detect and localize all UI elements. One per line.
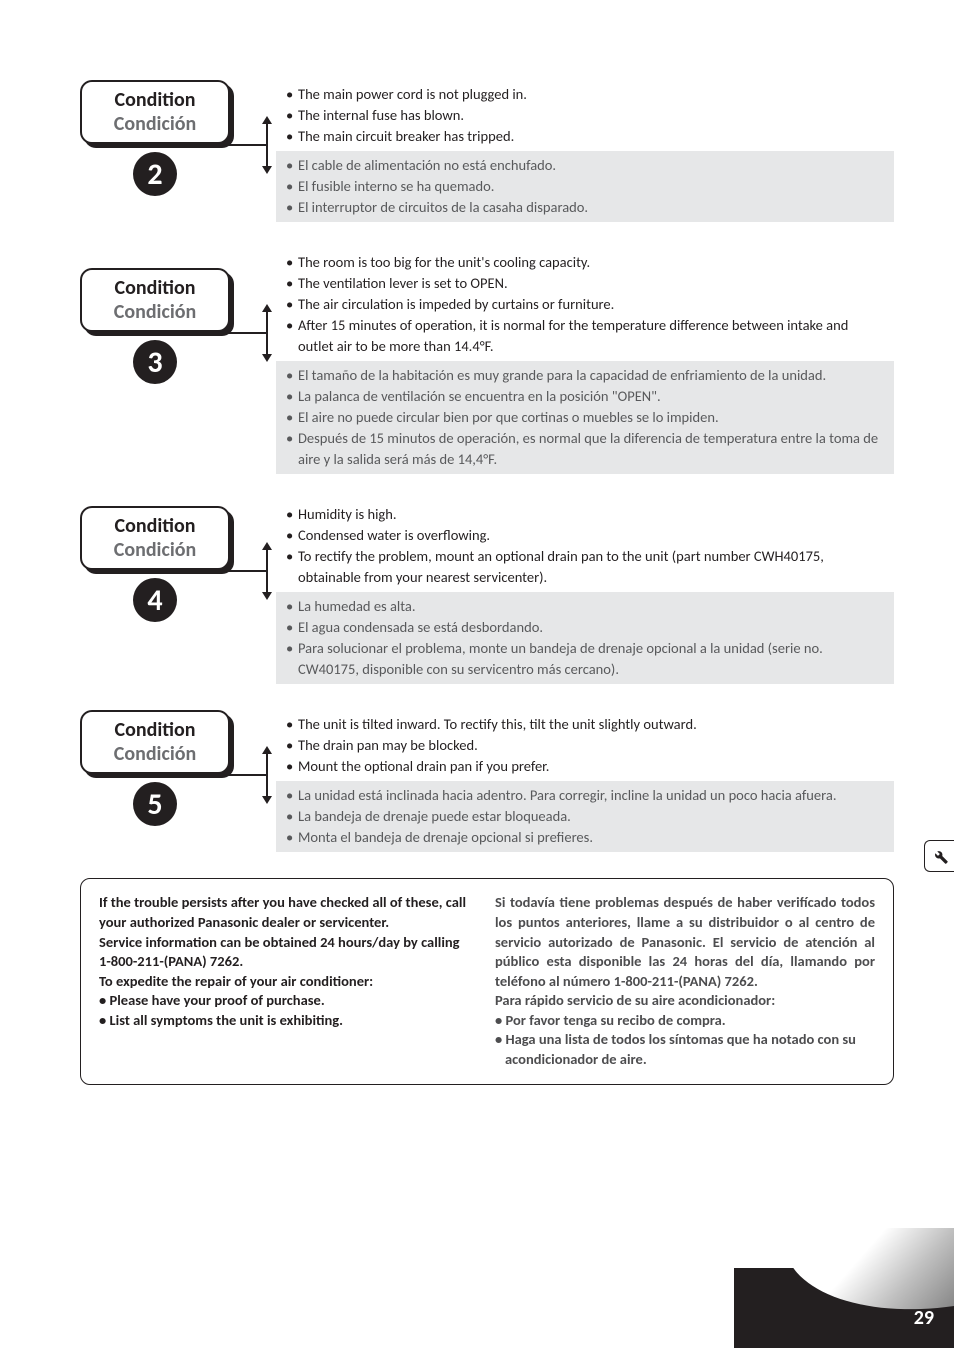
- bullet: To rectify the problem, mount an optiona…: [286, 546, 884, 588]
- condition-block-2: Condition Condición 2 The main power cor…: [80, 80, 894, 222]
- condition-badge: Condition Condición 3: [80, 268, 230, 384]
- footer-bullet: • List all symptoms the unit is exhibiti…: [99, 1011, 479, 1031]
- bullet: The ventilation lever is set to OPEN.: [286, 273, 884, 294]
- side-tab-icon: [924, 840, 954, 872]
- footer-text: Para rápido servicio de su aire acondici…: [495, 991, 875, 1011]
- footer-english: If the trouble persists after you have c…: [99, 893, 479, 1069]
- footer-box: If the trouble persists after you have c…: [80, 878, 894, 1084]
- bullet: Mount the optional drain pan if you pref…: [286, 756, 884, 777]
- badge-title-es: Condición: [90, 300, 220, 324]
- bullets-en: The unit is tilted inward. To rectify th…: [276, 710, 894, 781]
- badge-title-es: Condición: [90, 538, 220, 562]
- footer-spanish: Si todavía tiene problemas después de ha…: [495, 893, 875, 1069]
- bullet: La humedad es alta.: [286, 596, 884, 617]
- footer-text: Si todavía tiene problemas después de ha…: [495, 893, 875, 991]
- bullet: The main circuit breaker has tripped.: [286, 126, 884, 147]
- bullet: Después de 15 minutos de operación, es n…: [286, 428, 884, 470]
- bullets-en: The room is too big for the unit's cooli…: [276, 248, 894, 361]
- condition-block-3: Condition Condición 3 The room is too bi…: [80, 248, 894, 474]
- wrench-icon: [931, 847, 949, 865]
- badge-title-en: Condition: [90, 514, 220, 538]
- bullet: Monta el bandeja de drenaje opcional si …: [286, 827, 884, 848]
- bullet: The drain pan may be blocked.: [286, 735, 884, 756]
- bullets-en: Humidity is high. Condensed water is ove…: [276, 500, 894, 592]
- bullet: El agua condensada se está desbordando.: [286, 617, 884, 638]
- page-number: 29: [914, 1306, 934, 1330]
- badge-title-en: Condition: [90, 88, 220, 112]
- bullet: La unidad está inclinada hacia adentro. …: [286, 785, 884, 806]
- bullet: El interruptor de circuitos de la casaha…: [286, 197, 884, 218]
- bullet: El fusible interno se ha quemado.: [286, 176, 884, 197]
- page-corner: [734, 1228, 954, 1348]
- footer-phone: 1-800-211-(PANA) 7262.: [99, 952, 479, 972]
- bullets-es: El cable de alimentación no está enchufa…: [276, 151, 894, 222]
- condition-number: 4: [133, 578, 177, 622]
- condition-badge: Condition Condición 5: [80, 710, 230, 826]
- bullet: Condensed water is overflowing.: [286, 525, 884, 546]
- bullet: Para solucionar el problema, monte un ba…: [286, 638, 884, 680]
- bullet: The air circulation is impeded by curtai…: [286, 294, 884, 315]
- condition-badge: Condition Condición 4: [80, 506, 230, 622]
- footer-bullet: • Por favor tenga su recibo de compra.: [495, 1011, 875, 1031]
- badge-title-en: Condition: [90, 718, 220, 742]
- condition-number: 5: [133, 782, 177, 826]
- bullet: El tamaño de la habitación es muy grande…: [286, 365, 884, 386]
- condition-badge: Condition Condición 2: [80, 80, 230, 196]
- bullet: The main power cord is not plugged in.: [286, 84, 884, 105]
- badge-title-es: Condición: [90, 742, 220, 766]
- bullet: The room is too big for the unit's cooli…: [286, 252, 884, 273]
- bullet: The unit is tilted inward. To rectify th…: [286, 714, 884, 735]
- bullets-es: La unidad está inclinada hacia adentro. …: [276, 781, 894, 852]
- footer-bullet: • Please have your proof of purchase.: [99, 991, 479, 1011]
- bullets-en: The main power cord is not plugged in. T…: [276, 80, 894, 151]
- badge-title-en: Condition: [90, 276, 220, 300]
- footer-text: To expedite the repair of your air condi…: [99, 972, 479, 992]
- bullet: La palanca de ventilación se encuentra e…: [286, 386, 884, 407]
- bullet: The internal fuse has blown.: [286, 105, 884, 126]
- bullet: Humidity is high.: [286, 504, 884, 525]
- footer-text: Service information can be obtained 24 h…: [99, 933, 479, 953]
- bullet: After 15 minutes of operation, it is nor…: [286, 315, 884, 357]
- bullet: El aire no puede circular bien por que c…: [286, 407, 884, 428]
- condition-block-4: Condition Condición 4 Humidity is high. …: [80, 500, 894, 684]
- footer-bullet: • Haga una lista de todos los síntomas q…: [495, 1030, 875, 1069]
- page-content: Condition Condición 2 The main power cor…: [0, 0, 954, 1125]
- condition-block-5: Condition Condición 5 The unit is tilted…: [80, 710, 894, 852]
- bullets-es: La humedad es alta. El agua condensada s…: [276, 592, 894, 684]
- bullet: La bandeja de drenaje puede estar bloque…: [286, 806, 884, 827]
- bullets-es: El tamaño de la habitación es muy grande…: [276, 361, 894, 474]
- bullet: El cable de alimentación no está enchufa…: [286, 155, 884, 176]
- badge-title-es: Condición: [90, 112, 220, 136]
- condition-number: 2: [133, 152, 177, 196]
- footer-text: If the trouble persists after you have c…: [99, 893, 479, 932]
- condition-number: 3: [133, 340, 177, 384]
